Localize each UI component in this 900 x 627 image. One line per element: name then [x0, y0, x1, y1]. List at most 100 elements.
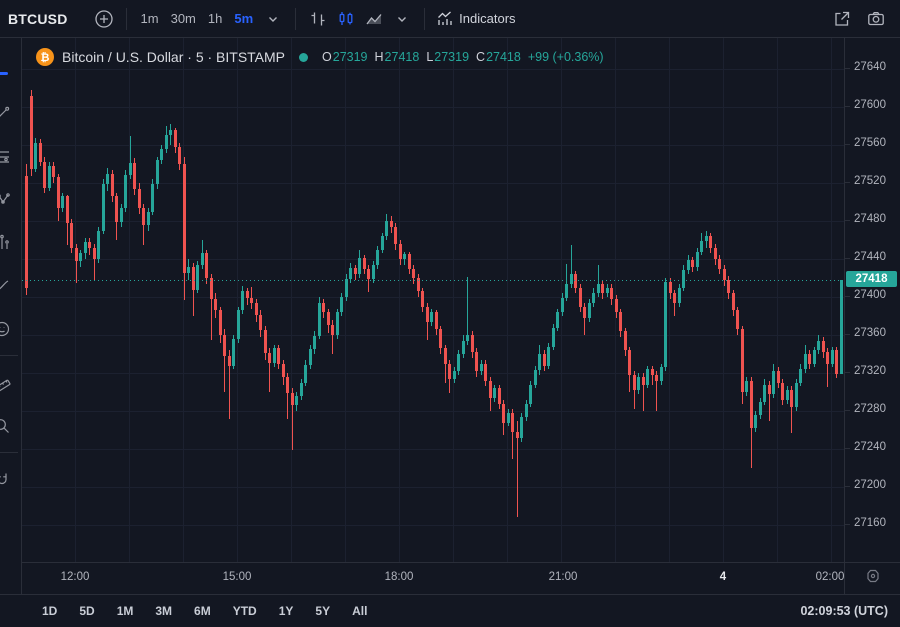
chart-style-area-button[interactable] [360, 5, 388, 33]
pattern-tool-button[interactable] [0, 181, 21, 224]
toolbar-divider [0, 452, 18, 453]
toolbar-separator [125, 7, 127, 30]
open-label: O [322, 50, 332, 64]
compare-add-symbol-button[interactable] [90, 5, 118, 33]
interval-1h-button[interactable]: 1h [207, 11, 223, 26]
price-tick: 27160 [845, 517, 886, 529]
interval-dropdown-button[interactable] [259, 5, 287, 33]
toolbar-divider [0, 355, 18, 356]
magnet-tool-button[interactable] [0, 461, 21, 504]
price-tick: 27520 [845, 175, 886, 187]
chart-style-candles-button[interactable] [332, 5, 360, 33]
indicators-button-icon-wrap[interactable] [433, 5, 457, 33]
price-tick: 27240 [845, 441, 886, 453]
ruler-icon [0, 373, 12, 398]
time-tick: 21:00 [548, 571, 578, 583]
range-6m-button[interactable]: 6M [194, 604, 211, 618]
open-external-button[interactable] [828, 5, 856, 33]
top-toolbar: BTCUSD 1m 30m 1h 5m [0, 0, 900, 38]
toolbar-separator [295, 7, 297, 30]
candles-layer [25, 90, 843, 517]
magnifier-icon [0, 416, 12, 441]
bitcoin-logo-icon: ₿ [36, 48, 54, 66]
toolbar-right-group [828, 5, 890, 33]
toolbar-separator [424, 7, 426, 30]
magnet-icon [0, 470, 12, 495]
chevron-down-icon [396, 13, 408, 25]
measure-tool-button[interactable] [0, 364, 21, 407]
cursor-icon [0, 72, 8, 75]
bottom-toolbar: 1D 5D 1M 3M 6M YTD 1Y 5Y All 02:09:53 (U… [0, 594, 900, 627]
time-tick: 18:00 [384, 571, 414, 583]
low-value: 27319 [434, 50, 470, 64]
chevron-down-icon [267, 13, 279, 25]
time-tick: 4 [719, 571, 727, 583]
price-tick: 27400 [845, 289, 886, 301]
chart-style-bars-button[interactable] [304, 5, 332, 33]
candlestick-chart-canvas[interactable] [22, 38, 844, 562]
interval-1m-button[interactable]: 1m [140, 11, 159, 26]
main-area: ₿ Bitcoin / U.S. Dollar · 5 · BITSTAMP O… [0, 38, 900, 594]
symbol-title[interactable]: Bitcoin / U.S. Dollar · 5 · BITSTAMP [62, 49, 286, 65]
price-axis[interactable]: 27640 27600 27560 27520 27480 27440 27400 27360… [845, 38, 900, 562]
chart-pane[interactable]: ₿ Bitcoin / U.S. Dollar · 5 · BITSTAMP O… [22, 38, 844, 562]
fib-retracement-tool-button[interactable] [0, 138, 21, 181]
low-label: L [426, 50, 434, 64]
range-1d-button[interactable]: 1D [42, 604, 58, 618]
price-tick: 27640 [845, 61, 886, 73]
price-tick: 27280 [845, 403, 886, 415]
gear-icon [864, 567, 882, 590]
interval-5m-button[interactable]: 5m [234, 11, 254, 26]
market-status-dot-icon[interactable] [299, 52, 309, 62]
time-axis[interactable]: 12:00 15:00 18:00 21:00 4 02:00 [22, 562, 844, 594]
range-5d-button[interactable]: 5D [79, 604, 95, 618]
price-axis-column: 27640 27600 27560 27520 27480 27440 27400 27360… [844, 38, 900, 594]
interval-30m-button[interactable]: 30m [170, 11, 196, 26]
zoom-tool-button[interactable] [0, 407, 21, 450]
axis-settings-button[interactable] [845, 562, 900, 594]
price-tick: 27440 [845, 251, 886, 263]
forecast-icon [0, 233, 12, 258]
candlestick-chart-icon [336, 9, 356, 29]
range-1y-button[interactable]: 1Y [278, 604, 294, 618]
range-3m-button[interactable]: 3M [155, 604, 173, 618]
last-price-tag: 27418 [846, 271, 897, 287]
price-tick: 27360 [845, 327, 886, 339]
brush-icon [0, 276, 12, 301]
open-value: 27319 [332, 50, 368, 64]
camera-icon [866, 9, 886, 29]
close-value: 27418 [486, 50, 521, 64]
drawing-toolbar [0, 38, 22, 594]
range-5y-button[interactable]: 5Y [315, 604, 331, 618]
range-ytd-button[interactable]: YTD [232, 604, 257, 618]
time-tick: 02:00 [815, 571, 844, 583]
range-all-button[interactable]: All [352, 604, 368, 618]
brush-tool-button[interactable] [0, 267, 21, 310]
range-1m-button[interactable]: 1M [116, 604, 134, 618]
price-tick: 27480 [845, 213, 886, 225]
utc-clock[interactable]: 02:09:53 (UTC) [800, 604, 888, 618]
plus-circle-icon [94, 9, 114, 29]
symbol-button[interactable]: BTCUSD [8, 10, 68, 27]
trend-line-tool-button[interactable] [0, 95, 21, 138]
chart-legend: ₿ Bitcoin / U.S. Dollar · 5 · BITSTAMP O… [36, 48, 604, 66]
indicators-icon [435, 9, 455, 29]
time-tick: 15:00 [222, 571, 252, 583]
close-label: C [476, 50, 486, 64]
emoji-tool-button[interactable] [0, 310, 21, 353]
screenshot-button[interactable] [862, 5, 890, 33]
area-chart-icon [364, 9, 384, 29]
cursor-tool-button[interactable] [0, 52, 21, 95]
time-tick: 12:00 [60, 571, 90, 583]
open-external-icon [832, 9, 852, 29]
trend-line-icon [0, 104, 12, 129]
price-tick: 27320 [845, 365, 886, 377]
emoji-smiley-icon [0, 319, 12, 344]
high-label: H [374, 50, 384, 64]
price-tick: 27200 [845, 479, 886, 491]
indicators-button[interactable]: Indicators [459, 11, 516, 26]
forecast-tool-button[interactable] [0, 224, 21, 267]
bar-chart-style-icon [308, 9, 328, 29]
chart-style-dropdown-button[interactable] [388, 5, 416, 33]
